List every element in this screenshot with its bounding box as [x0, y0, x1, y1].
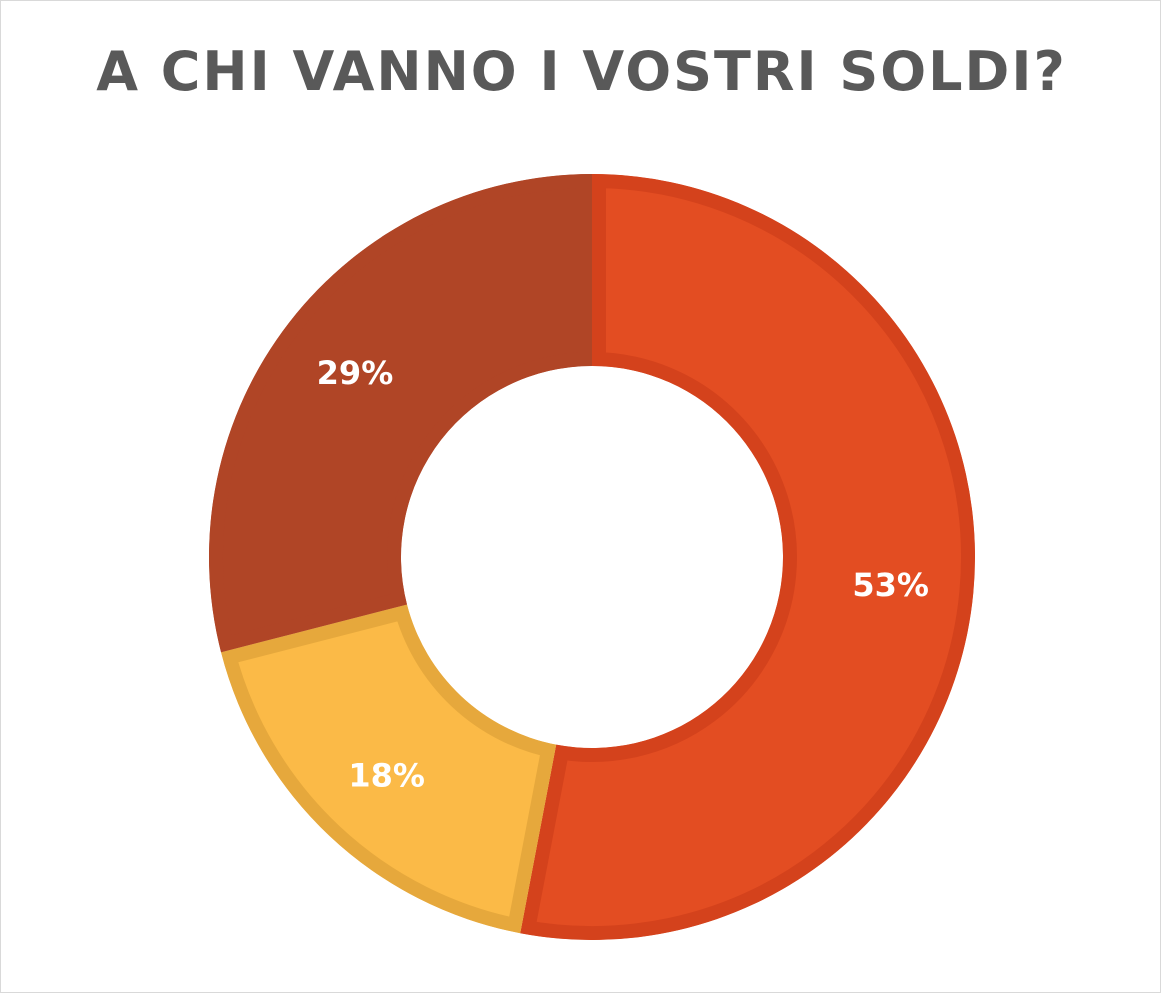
chart-title: A CHI VANNO I VOSTRI SOLDI?	[96, 40, 1067, 103]
donut-slice-29-percent	[208, 174, 592, 653]
donut-slices	[208, 173, 976, 940]
slice-label-18-percent: 18%	[348, 757, 425, 795]
slice-label-53-percent: 53%	[852, 566, 929, 604]
slice-labels: 53% 18% 29%	[317, 354, 929, 795]
slice-label-29-percent: 29%	[317, 354, 394, 392]
